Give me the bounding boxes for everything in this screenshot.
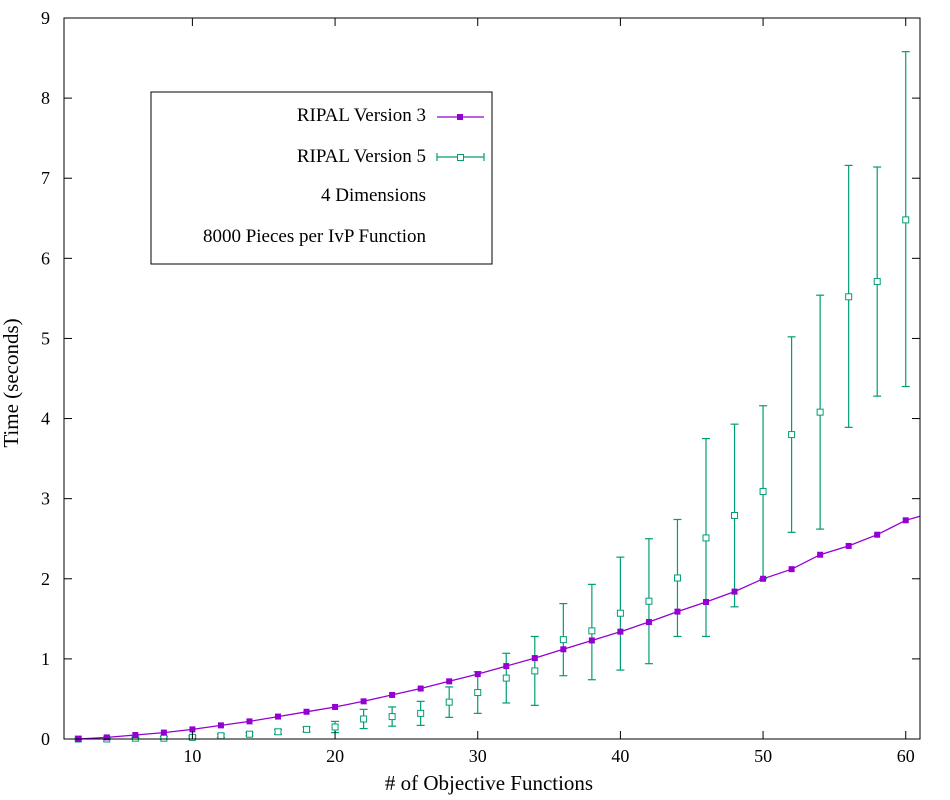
data-point-v3	[503, 663, 510, 670]
data-point-v5	[245, 730, 253, 738]
y-tick-label: 1	[41, 649, 50, 669]
x-tick-label: 60	[897, 746, 915, 766]
data-point-v3	[731, 588, 738, 595]
data-point-v5	[616, 609, 624, 617]
chart-marks	[74, 51, 921, 743]
y-tick-label: 7	[41, 168, 50, 188]
data-point-v3	[332, 703, 339, 710]
tick-labels: 10 20 30 40 50 60 0 1 2 3 4 5 6 7 8 9	[41, 8, 915, 766]
series-line-ripal-v3	[78, 515, 921, 740]
data-point-v3	[389, 691, 396, 698]
legend-label-v5: RIPAL Version 5	[297, 146, 426, 167]
data-point-v3	[703, 599, 709, 606]
data-point-v5	[702, 534, 710, 542]
legend-marker-v5	[457, 154, 464, 161]
data-point-v5	[845, 293, 853, 301]
data-point-v5	[274, 728, 282, 736]
data-point-v3	[560, 646, 567, 653]
data-point-v3	[788, 566, 795, 573]
y-tick-label: 3	[41, 489, 50, 509]
data-point-v5	[588, 627, 596, 635]
y-tick-label: 0	[41, 729, 50, 749]
x-tick-label: 30	[469, 746, 487, 766]
data-point-v5	[902, 216, 910, 224]
y-tick-label: 2	[41, 569, 50, 589]
legend-note-pieces: 8000 Pieces per IvP Function	[203, 226, 427, 247]
legend-marker-v3	[457, 114, 463, 120]
data-point-v5	[474, 689, 482, 697]
data-point-v3	[817, 551, 824, 558]
x-tick-label: 40	[611, 746, 629, 766]
data-point-v5	[388, 713, 396, 721]
y-tick-label: 5	[41, 328, 50, 348]
y-tick-label: 8	[41, 88, 50, 108]
data-point-v3	[617, 628, 624, 635]
data-point-v3	[902, 517, 909, 524]
data-point-v5	[445, 698, 453, 706]
data-point-v3	[588, 637, 595, 644]
x-axis-title: # of Objective Functions	[385, 771, 593, 795]
data-point-v5	[502, 674, 510, 682]
legend-box	[150, 91, 493, 265]
data-point-v5	[873, 278, 881, 286]
x-tick-label: 10	[183, 746, 201, 766]
data-point-v3	[246, 718, 253, 725]
data-point-v5	[645, 597, 653, 605]
data-point-v5	[673, 574, 681, 582]
data-point-v3	[674, 608, 681, 615]
data-point-v3	[189, 726, 196, 733]
data-point-v3	[160, 729, 167, 736]
data-point-v3	[275, 713, 281, 720]
data-point-v3	[760, 575, 767, 582]
x-tick-label: 50	[754, 746, 772, 766]
data-point-v5	[303, 725, 311, 733]
data-point-v3	[845, 542, 852, 549]
data-point-v5	[731, 511, 739, 519]
data-point-v3	[645, 619, 652, 626]
data-point-v3	[132, 731, 139, 738]
data-point-v5	[160, 734, 168, 742]
x-tick-label: 20	[326, 746, 344, 766]
legend-note-dimensions: 4 Dimensions	[321, 185, 426, 206]
data-point-v5	[331, 723, 339, 731]
data-point-v5	[360, 715, 368, 723]
legend-label-v3: RIPAL Version 3	[297, 105, 426, 126]
data-point-v3	[103, 734, 110, 741]
data-point-v3	[217, 722, 224, 729]
data-point-v5	[531, 667, 539, 675]
data-point-v5	[816, 408, 824, 416]
y-tick-label: 9	[41, 8, 50, 28]
data-point-v3	[446, 678, 453, 685]
data-point-v5	[788, 431, 796, 439]
legend: RIPAL Version 3 RIPAL Version 5 4 Dimens…	[150, 91, 493, 265]
data-point-v5	[559, 636, 567, 644]
y-tick-label: 4	[41, 409, 50, 429]
data-point-v5	[759, 487, 767, 495]
data-point-v5	[417, 709, 425, 717]
data-point-v3	[531, 655, 538, 662]
axis-ticks	[64, 17, 920, 740]
data-point-v3	[474, 671, 481, 678]
data-point-v3	[360, 698, 367, 705]
y-axis-title: Time (seconds)	[0, 318, 23, 447]
data-point-v3	[303, 708, 310, 715]
plot-frame	[63, 17, 921, 740]
data-point-v3	[874, 531, 881, 538]
data-point-v5	[217, 732, 225, 740]
y-tick-label: 6	[41, 248, 50, 268]
data-point-v3	[417, 685, 424, 692]
